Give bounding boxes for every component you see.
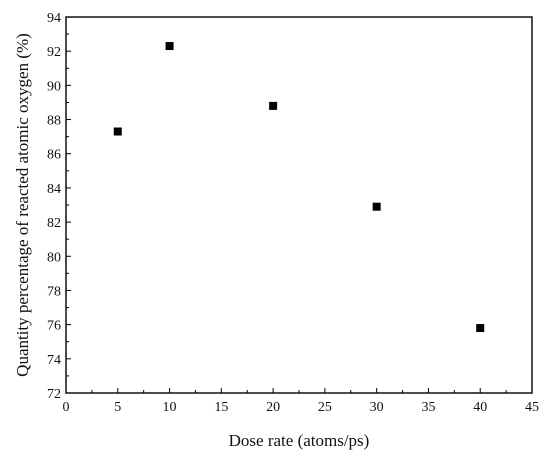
y-axis-title: Quantity percentage of reacted atomic ox…	[13, 33, 32, 377]
y-tick-label: 72	[47, 387, 61, 402]
data-point-marker	[372, 202, 381, 211]
x-tick-label: 5	[114, 400, 121, 415]
y-tick-label: 74	[47, 353, 61, 368]
data-point-marker	[269, 101, 278, 110]
x-tick-label: 20	[266, 400, 280, 415]
y-tick-label: 82	[47, 216, 61, 231]
x-tick-label: 35	[421, 400, 435, 415]
y-tick-label: 88	[47, 114, 61, 129]
x-tick-label: 25	[318, 400, 332, 415]
y-tick-label: 86	[47, 148, 61, 163]
x-tick-label: 45	[525, 400, 539, 415]
x-axis-title: Dose rate (atoms/ps)	[229, 431, 370, 450]
y-tick-label: 84	[47, 182, 61, 197]
x-tick-label: 15	[214, 400, 228, 415]
x-tick-label: 0	[63, 400, 70, 415]
y-axis-ticks: 72 74 76 78 80 82 84 86 88 90 92 94	[47, 11, 71, 402]
data-point-marker	[165, 42, 174, 51]
data-point-marker	[476, 324, 485, 333]
plot-frame	[65, 16, 533, 394]
x-tick-label: 30	[370, 400, 384, 415]
y-tick-label: 78	[47, 284, 61, 299]
data-points	[113, 42, 485, 333]
x-tick-label: 40	[473, 400, 487, 415]
y-tick-label: 80	[47, 250, 61, 265]
x-tick-label: 10	[163, 400, 177, 415]
data-point-marker	[113, 127, 122, 136]
y-tick-label: 90	[47, 79, 61, 94]
y-tick-label: 76	[47, 319, 61, 334]
x-axis-ticks: 0 5 10 15 20 25 30 35 40 45	[63, 388, 539, 415]
y-tick-label: 92	[47, 45, 61, 60]
y-tick-label: 94	[47, 11, 61, 26]
